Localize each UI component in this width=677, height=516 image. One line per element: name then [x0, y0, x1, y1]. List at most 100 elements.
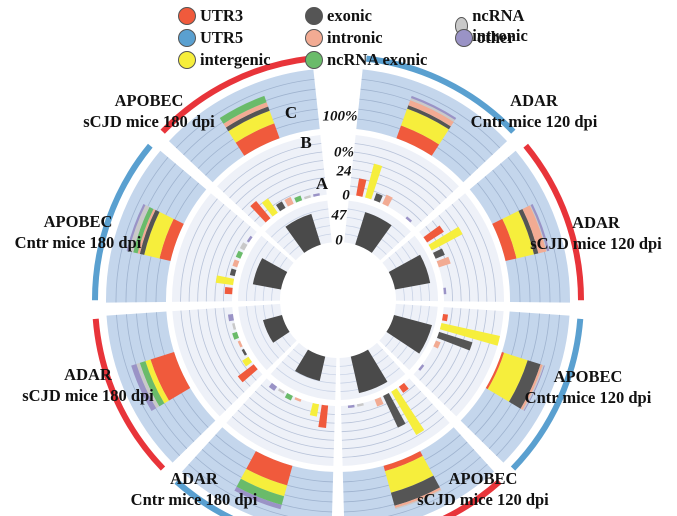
sector-label-adar-scjd-120: ADAR sCJD mice 120 dpi	[530, 213, 662, 253]
legend-item-intronic: intronic	[305, 28, 383, 48]
grid-line	[246, 306, 273, 365]
grid-line	[254, 305, 279, 359]
grid-line	[445, 209, 479, 302]
intronic-swatch-icon	[305, 29, 323, 47]
region-count-bar	[250, 200, 271, 223]
region-count-bar	[241, 348, 248, 356]
grid-line	[116, 314, 181, 456]
grid-line	[189, 309, 233, 405]
grid-line	[354, 143, 454, 193]
region-count-bar	[232, 331, 240, 340]
grid-line	[206, 308, 245, 393]
ring-c-group-bar	[174, 479, 234, 516]
axis-label-47: 47	[331, 207, 347, 224]
grid-line	[180, 310, 227, 411]
grid-line	[438, 215, 471, 302]
region-percent-segment	[219, 95, 267, 124]
grid-line	[387, 463, 488, 516]
grid-line	[188, 204, 225, 302]
axis-label-100pct: 100%	[322, 108, 358, 125]
ring-c-group-bar	[366, 55, 516, 134]
region-percent-segment	[144, 211, 174, 259]
grid-line	[235, 160, 324, 205]
legend-item-other: other	[455, 28, 515, 48]
axis-label-0pct: 0%	[334, 144, 354, 161]
grid-line	[443, 309, 487, 405]
region-percent-segment	[145, 359, 169, 404]
grid-line	[180, 198, 218, 302]
region-percent-segment	[395, 489, 442, 510]
region-percent-segment	[225, 106, 270, 132]
region-count-bar	[227, 314, 234, 322]
region-percent-segment	[410, 95, 457, 120]
region-count-bar	[268, 382, 278, 391]
grid-line	[361, 78, 501, 149]
grid-line	[458, 198, 496, 302]
total-sites-bar	[350, 349, 388, 394]
region-count-bar	[374, 397, 384, 407]
region-count-bar	[356, 402, 364, 407]
grid-line	[449, 310, 496, 411]
region-count-bar	[232, 259, 240, 268]
region-count-bar	[232, 323, 237, 330]
ring-c-group-bar	[523, 143, 584, 301]
ring-a-outer-bg	[419, 193, 504, 302]
region-percent-segment	[408, 100, 454, 127]
region-percent-segment	[390, 475, 440, 506]
axis-label-0-a2: 0	[342, 187, 350, 204]
region-count-bar	[237, 364, 258, 383]
region-percent-segment	[384, 455, 434, 493]
region-percent-segment	[523, 365, 545, 412]
region-count-bar	[442, 314, 449, 322]
region-percent-segment	[530, 203, 550, 252]
grid-line	[276, 367, 336, 392]
grid-line	[231, 416, 334, 458]
ring-letter-b: B	[300, 133, 312, 152]
ring-c-group-bar	[442, 479, 502, 516]
region-count-bar	[383, 393, 406, 428]
region-percent-segment	[228, 110, 275, 143]
region-percent-segment	[137, 208, 156, 254]
sector-label-adar-scjd-180: ADAR sCJD mice 180 dpi	[22, 365, 154, 405]
grid-line	[175, 78, 315, 149]
region-count-bar	[373, 193, 383, 203]
region-percent-segment	[234, 486, 282, 510]
region-count-bar	[284, 196, 294, 207]
region-percent-segment	[383, 451, 423, 472]
grid-line	[342, 416, 445, 458]
region-percent-segment	[508, 360, 541, 409]
ring-letter-c: C	[284, 103, 298, 122]
legend-item-exonic: exonic	[305, 6, 372, 26]
region-count-bar	[347, 404, 355, 409]
ring-a-outer-bg	[349, 134, 459, 228]
region-percent-segment	[128, 204, 150, 253]
grid-line	[419, 307, 453, 381]
grid-line	[241, 168, 325, 211]
region-percent-segment	[246, 451, 293, 486]
sector-label-apobec-cntr-180: APOBEC Cntr mice 180 dpi	[14, 212, 142, 252]
grid-line	[341, 397, 427, 433]
grid-line	[205, 215, 238, 302]
grid-line	[437, 309, 479, 399]
region-count-bar	[382, 194, 393, 207]
region-count-bar	[237, 340, 243, 348]
legend-item-ncrna-exonic: ncRNA exonic	[305, 50, 427, 70]
region-count-bar	[443, 287, 447, 295]
ring-c-group-bar	[510, 318, 584, 471]
region-percent-segment	[396, 125, 440, 156]
total-sites-bar	[388, 254, 431, 290]
legend-item-intergenic: intergenic	[178, 50, 271, 70]
region-percent-segment	[522, 364, 544, 411]
region-count-bar	[215, 275, 235, 286]
ring-a-outer-bg	[217, 134, 327, 228]
region-count-bar	[433, 340, 441, 349]
ring-c-group-bar	[92, 143, 153, 301]
region-percent-segment	[126, 203, 146, 252]
grid-line	[270, 208, 329, 238]
region-percent-segment	[518, 208, 539, 255]
region-count-bar	[356, 178, 367, 197]
grid-line	[243, 403, 335, 441]
grid-line	[352, 160, 441, 205]
grid-line	[115, 156, 169, 303]
